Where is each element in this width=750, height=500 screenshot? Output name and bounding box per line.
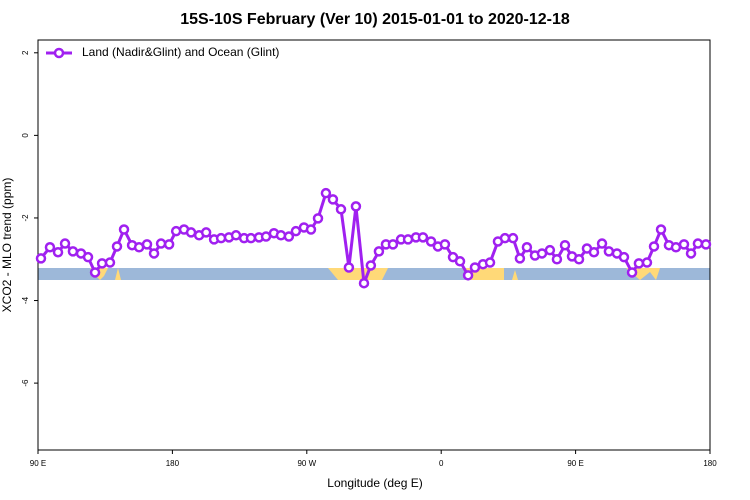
data-point: [633, 258, 645, 269]
data-point: [118, 224, 130, 235]
data-point: [365, 260, 377, 271]
y-axis-label: XCO2 - MLO trend (ppm): [0, 178, 14, 313]
data-point: [573, 253, 585, 265]
data-point: [185, 227, 197, 238]
data-point: [417, 232, 429, 243]
data-point: [35, 253, 47, 264]
y-tick-label: 2: [21, 50, 30, 55]
data-point: [200, 227, 212, 238]
data-point: [335, 204, 347, 215]
data-point: [700, 239, 712, 250]
land-mask: [115, 268, 121, 280]
data-point: [104, 257, 116, 268]
data-point: [111, 241, 123, 252]
data-point: [685, 248, 697, 259]
chart-title: 15S-10S February (Ver 10) 2015-01-01 to …: [180, 11, 570, 28]
legend-label: Land (Nadir&Glint) and Ocean (Glint): [82, 45, 279, 59]
data-point: [425, 236, 437, 247]
data-point: [358, 277, 370, 289]
data-point: [67, 246, 79, 257]
data-point: [499, 232, 511, 244]
data-point: [439, 239, 451, 250]
data-point: [44, 242, 56, 253]
data-point: [89, 267, 101, 278]
data-point: [320, 187, 332, 199]
data-point: [618, 251, 630, 263]
data-point: [305, 224, 317, 235]
data-point: [141, 239, 153, 250]
data-point: [514, 253, 526, 264]
data-point: [350, 201, 362, 212]
data-point: [155, 238, 167, 249]
y-tick-label: -2: [21, 214, 30, 222]
data-point: [648, 241, 660, 252]
data-point: [148, 248, 160, 259]
data-point: [678, 239, 690, 250]
data-point: [462, 270, 474, 281]
x-tick-label: 0: [439, 459, 444, 468]
y-tick-label: -6: [21, 379, 30, 387]
data-point: [507, 232, 519, 244]
data-point: [588, 246, 600, 258]
data-point: [670, 242, 682, 253]
data-point: [596, 238, 608, 249]
data-point: [692, 238, 704, 249]
x-axis-label: Longitude (deg E): [327, 476, 422, 490]
data-point: [52, 246, 64, 258]
data-point: [641, 257, 653, 268]
y-tick-label: 0: [21, 133, 30, 138]
data-point: [312, 213, 324, 224]
data-point: [163, 239, 175, 250]
y-tick-label: -4: [21, 296, 30, 304]
x-tick-label: 90 E: [567, 459, 583, 468]
data-point: [454, 256, 466, 267]
land-mask: [328, 268, 388, 280]
data-point: [59, 238, 71, 249]
x-tick-label: 180: [166, 459, 180, 468]
x-tick-label: 90 E: [30, 459, 46, 468]
x-tick-label: 180: [703, 459, 717, 468]
data-point: [82, 251, 94, 263]
data-point: [551, 253, 563, 265]
data-point: [245, 232, 257, 244]
land-mask: [512, 270, 518, 280]
data-point: [544, 244, 556, 256]
data-point: [484, 257, 496, 268]
data-point: [603, 246, 615, 257]
data-point: [343, 262, 355, 273]
data-point: [327, 194, 339, 205]
land-ocean-band: [38, 268, 710, 280]
data-point: [521, 242, 533, 253]
data-point: [230, 230, 242, 241]
legend-marker: [53, 47, 65, 59]
data-point: [283, 231, 295, 242]
data-point: [290, 225, 302, 237]
data-point: [387, 239, 399, 250]
data-point: [626, 267, 638, 278]
data-point: [559, 239, 571, 251]
x-tick-label: 90 W: [297, 459, 316, 468]
data-point: [655, 224, 667, 235]
data-point: [275, 230, 287, 241]
data-point: [373, 246, 385, 257]
data-point: [469, 262, 481, 273]
